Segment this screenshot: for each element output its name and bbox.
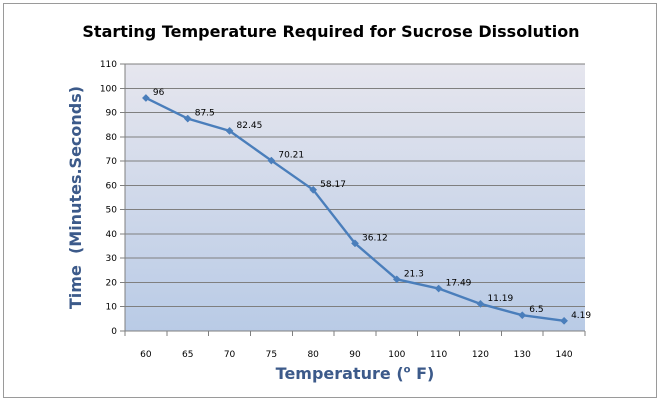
data-label: 6.5 xyxy=(529,305,543,315)
data-label: 70.21 xyxy=(278,151,304,161)
data-label: 21.3 xyxy=(404,269,424,279)
data-point-marker xyxy=(309,185,318,194)
x-tick-label: 100 xyxy=(388,350,405,360)
data-label: 87.5 xyxy=(195,109,215,119)
data-label: 82.45 xyxy=(237,121,263,131)
x-tick-label: 70 xyxy=(224,350,236,360)
data-point-marker xyxy=(225,126,234,135)
data-label: 36.12 xyxy=(362,233,388,243)
data-point-marker xyxy=(392,275,401,284)
x-tick-label: 140 xyxy=(555,350,572,360)
y-tick-label: 70 xyxy=(106,157,118,167)
y-tick-label: 10 xyxy=(106,303,118,313)
y-tick-label: 90 xyxy=(106,109,118,119)
chart-title: Starting Temperature Required for Sucros… xyxy=(82,22,580,41)
x-tick-label: 80 xyxy=(307,350,319,360)
y-tick-label: 50 xyxy=(106,206,118,216)
data-label: 96 xyxy=(153,88,165,98)
data-point-marker xyxy=(518,311,527,320)
data-point-marker xyxy=(141,94,150,102)
y-tick-label: 40 xyxy=(106,230,118,240)
data-point-marker xyxy=(351,239,359,248)
plot-background xyxy=(125,64,585,331)
y-tick-label: 20 xyxy=(106,278,118,288)
x-axis-title-unit: F xyxy=(416,364,428,383)
x-axis-title-degree: o xyxy=(403,364,411,376)
x-tick-label: 90 xyxy=(349,350,361,360)
data-point-marker xyxy=(267,156,276,165)
y-tick-label: 110 xyxy=(100,60,117,70)
data-point-marker xyxy=(434,284,443,293)
x-tick-label: 75 xyxy=(266,350,277,360)
x-tick-label: 65 xyxy=(182,350,193,360)
data-point-marker xyxy=(476,299,485,308)
y-tick-label: 0 xyxy=(111,327,117,337)
x-tick-label: 60 xyxy=(140,350,152,360)
data-label: 11.19 xyxy=(487,294,513,304)
x-axis-title-text: Temperature xyxy=(275,364,391,383)
y-tick-label: 80 xyxy=(106,133,118,143)
y-axis-title: Time (Minutes.Seconds) xyxy=(65,85,85,310)
data-label: 17.49 xyxy=(446,279,472,289)
x-tick-label: 130 xyxy=(514,350,531,360)
y-tick-label: 60 xyxy=(106,181,118,191)
data-label: 4.19 xyxy=(571,311,591,321)
x-axis-title: Temperature (o F) xyxy=(275,364,435,383)
data-point-marker xyxy=(183,114,192,123)
y-tick-label: 100 xyxy=(100,84,117,94)
x-tick-label: 110 xyxy=(430,350,447,360)
y-tick-label: 30 xyxy=(106,254,118,264)
data-label: 58.17 xyxy=(320,180,346,190)
data-point-marker xyxy=(560,316,569,325)
x-tick-label: 120 xyxy=(472,350,489,360)
